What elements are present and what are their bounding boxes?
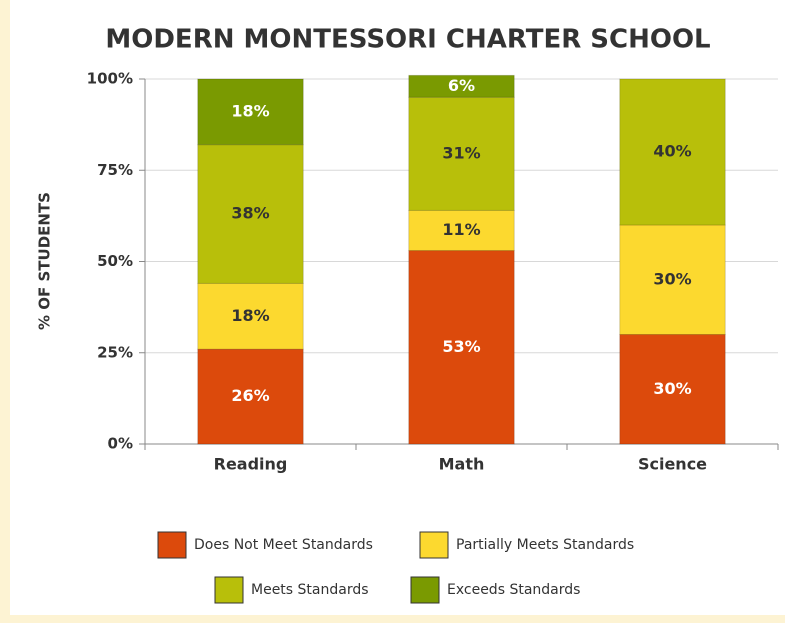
data-label: 26% [231,386,269,405]
legend-label: Does Not Meet Standards [194,537,373,553]
x-tick-label: Science [638,455,707,474]
x-tick-label: Reading [214,455,288,474]
bar-segment [408,250,515,445]
y-axis-label: % OF STUDENTS [36,192,54,330]
bar-segment [197,144,304,284]
chart-title: MODERN MONTESSORI CHARTER SCHOOL [105,25,710,55]
data-label: 40% [653,142,691,161]
data-label: 30% [653,379,691,398]
bar-segment [619,78,726,226]
y-tick-label: 75% [97,161,133,179]
data-label: 30% [653,269,691,288]
bar-segment [197,348,304,445]
legend-swatch [419,531,449,559]
bar-segment [408,74,515,98]
bar-segment [408,209,515,252]
bar-segment [197,282,304,350]
y-tick-label: 0% [108,435,133,453]
legend-swatch [410,576,440,604]
y-tick-label: 50% [97,252,133,270]
legend-label: Exceeds Standards [447,582,580,598]
bar-segment [619,224,726,335]
legend-label: Meets Standards [251,582,369,598]
legend-swatch [157,531,187,559]
x-tick-label: Math [439,455,485,474]
bar-segment [408,96,515,211]
data-label: 53% [442,337,480,356]
legend-label: Partially Meets Standards [456,537,634,553]
data-label: 18% [231,306,269,325]
y-tick-label: 100% [87,70,133,88]
data-label: 18% [231,101,269,120]
data-label: 38% [231,204,269,223]
data-label: 31% [442,143,480,162]
bar-segment [197,78,304,146]
legend-swatch [214,576,244,604]
data-label: 11% [442,220,480,239]
y-tick-label: 25% [97,343,133,361]
data-label: 6% [448,76,475,95]
